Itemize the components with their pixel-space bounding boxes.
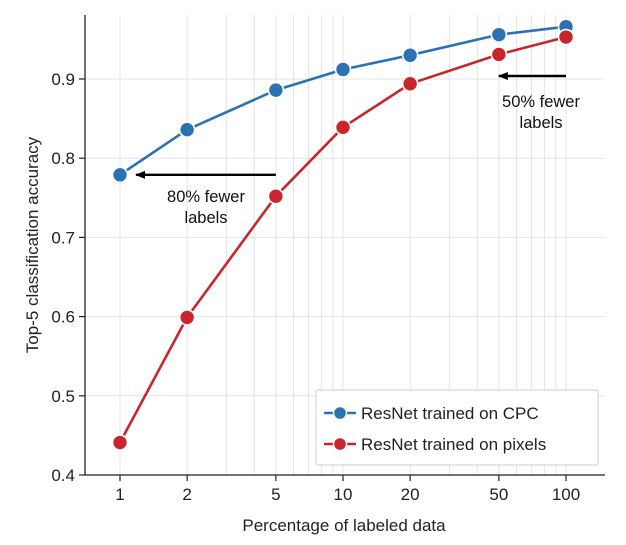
axes: 0.4 0.5 0.6 0.7 0.8 0.9 1 2 5 10 20 50 100 <box>51 15 605 504</box>
pixels-data-point <box>490 46 508 63</box>
cpc-data-point <box>178 121 196 138</box>
x-tick-label: 20 <box>401 485 420 504</box>
y-tick-label: 0.4 <box>51 466 75 485</box>
legend-label: ResNet trained on pixels <box>361 435 546 454</box>
pixels-data-point <box>334 119 352 136</box>
legend-label: ResNet trained on CPC <box>361 404 539 423</box>
annotation-50-percent-text: labels <box>519 114 562 132</box>
cpc-data-point <box>267 81 285 99</box>
annotation-50-percent-text: 50% fewer <box>502 93 580 111</box>
y-tick-label: 0.8 <box>51 149 75 168</box>
annotations: 80% fewer labels 50% fewer labels <box>135 72 580 227</box>
x-tick-label: 10 <box>334 485 353 504</box>
pixels-data-point <box>401 75 419 93</box>
series-lines <box>111 18 575 451</box>
pixels-data-point <box>111 434 129 451</box>
x-tick-label: 5 <box>271 485 280 504</box>
y-tick-label: 0.6 <box>51 308 75 327</box>
pixels-data-point <box>557 28 575 46</box>
x-tick-label: 2 <box>182 485 191 504</box>
y-tick-label: 0.5 <box>51 387 75 406</box>
cpc-data-point <box>490 26 508 43</box>
y-tick-label: 0.9 <box>51 70 75 89</box>
legend-swatch-marker <box>332 405 348 421</box>
pixels-data-point <box>178 309 196 326</box>
annotation-80-percent-text: labels <box>184 209 227 227</box>
x-axis-label: Percentage of labeled data <box>242 516 446 535</box>
legend-swatch-marker <box>332 436 348 452</box>
x-tick-label: 1 <box>115 485 124 504</box>
cpc-data-point <box>334 61 352 78</box>
pixels-data-point <box>267 187 285 205</box>
legend-box <box>315 389 599 466</box>
y-axis-label: Top-5 classification accuracy <box>23 136 42 353</box>
x-tick-label: 50 <box>489 485 508 504</box>
y-tick-label: 0.7 <box>51 228 75 247</box>
legend: ResNet trained on CPC ResNet trained on p… <box>315 389 599 466</box>
cpc-data-point <box>401 46 419 64</box>
x-tick-label: 100 <box>552 485 580 504</box>
annotation-80-percent-text: 80% fewer <box>167 188 245 206</box>
cpc-data-point <box>111 166 129 184</box>
